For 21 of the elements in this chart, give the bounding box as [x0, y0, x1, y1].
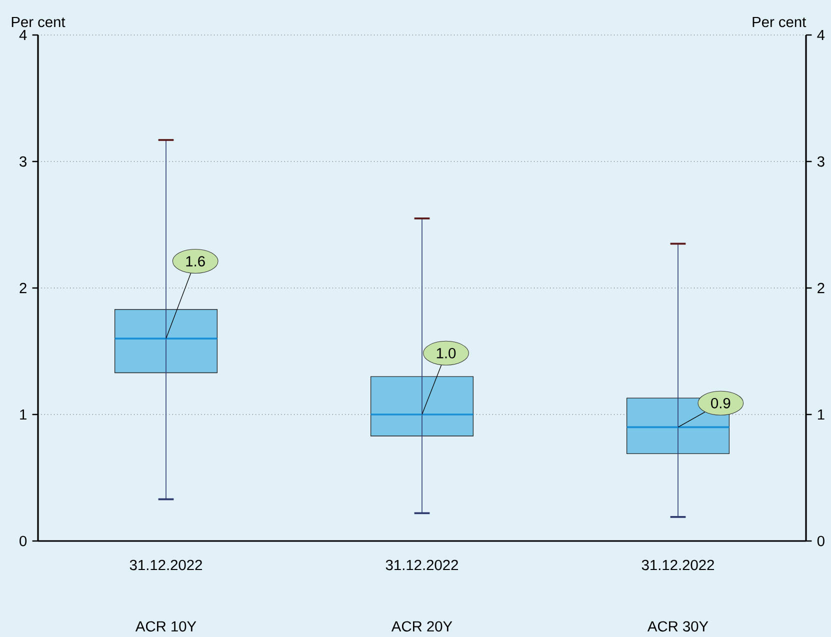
y-tick-label: 1 [20, 409, 26, 420]
y2-tick-label: 3 [817, 156, 824, 167]
x-tick-label: ACR 20Y [391, 621, 452, 632]
x-tick-label: ACR 30Y [647, 621, 708, 632]
y-tick-label: 3 [20, 156, 27, 167]
y2-tick-label: 1 [818, 409, 824, 420]
text: 31.12.2022 [130, 560, 202, 570]
y-tick-label: 2 [20, 282, 26, 294]
y2-tick-label: 2 [818, 282, 824, 294]
y-tick-label: 0 [20, 536, 27, 546]
y-axis-title: Per cent [12, 16, 66, 28]
y2-tick-label: 0 [817, 536, 824, 546]
annotation: 1.0 [436, 348, 456, 358]
y2-axis-title: Per cent [752, 16, 806, 28]
annotation: 0.9 [711, 398, 730, 408]
y-tick-label: 4 [19, 30, 27, 40]
text: 31.12.2022 [642, 560, 714, 570]
y2-tick-label: 4 [817, 30, 825, 40]
annotation: 1.6 [186, 256, 205, 266]
x-tick-label: ACR 10Y [135, 621, 196, 632]
text: 31.12.2022 [386, 560, 458, 570]
